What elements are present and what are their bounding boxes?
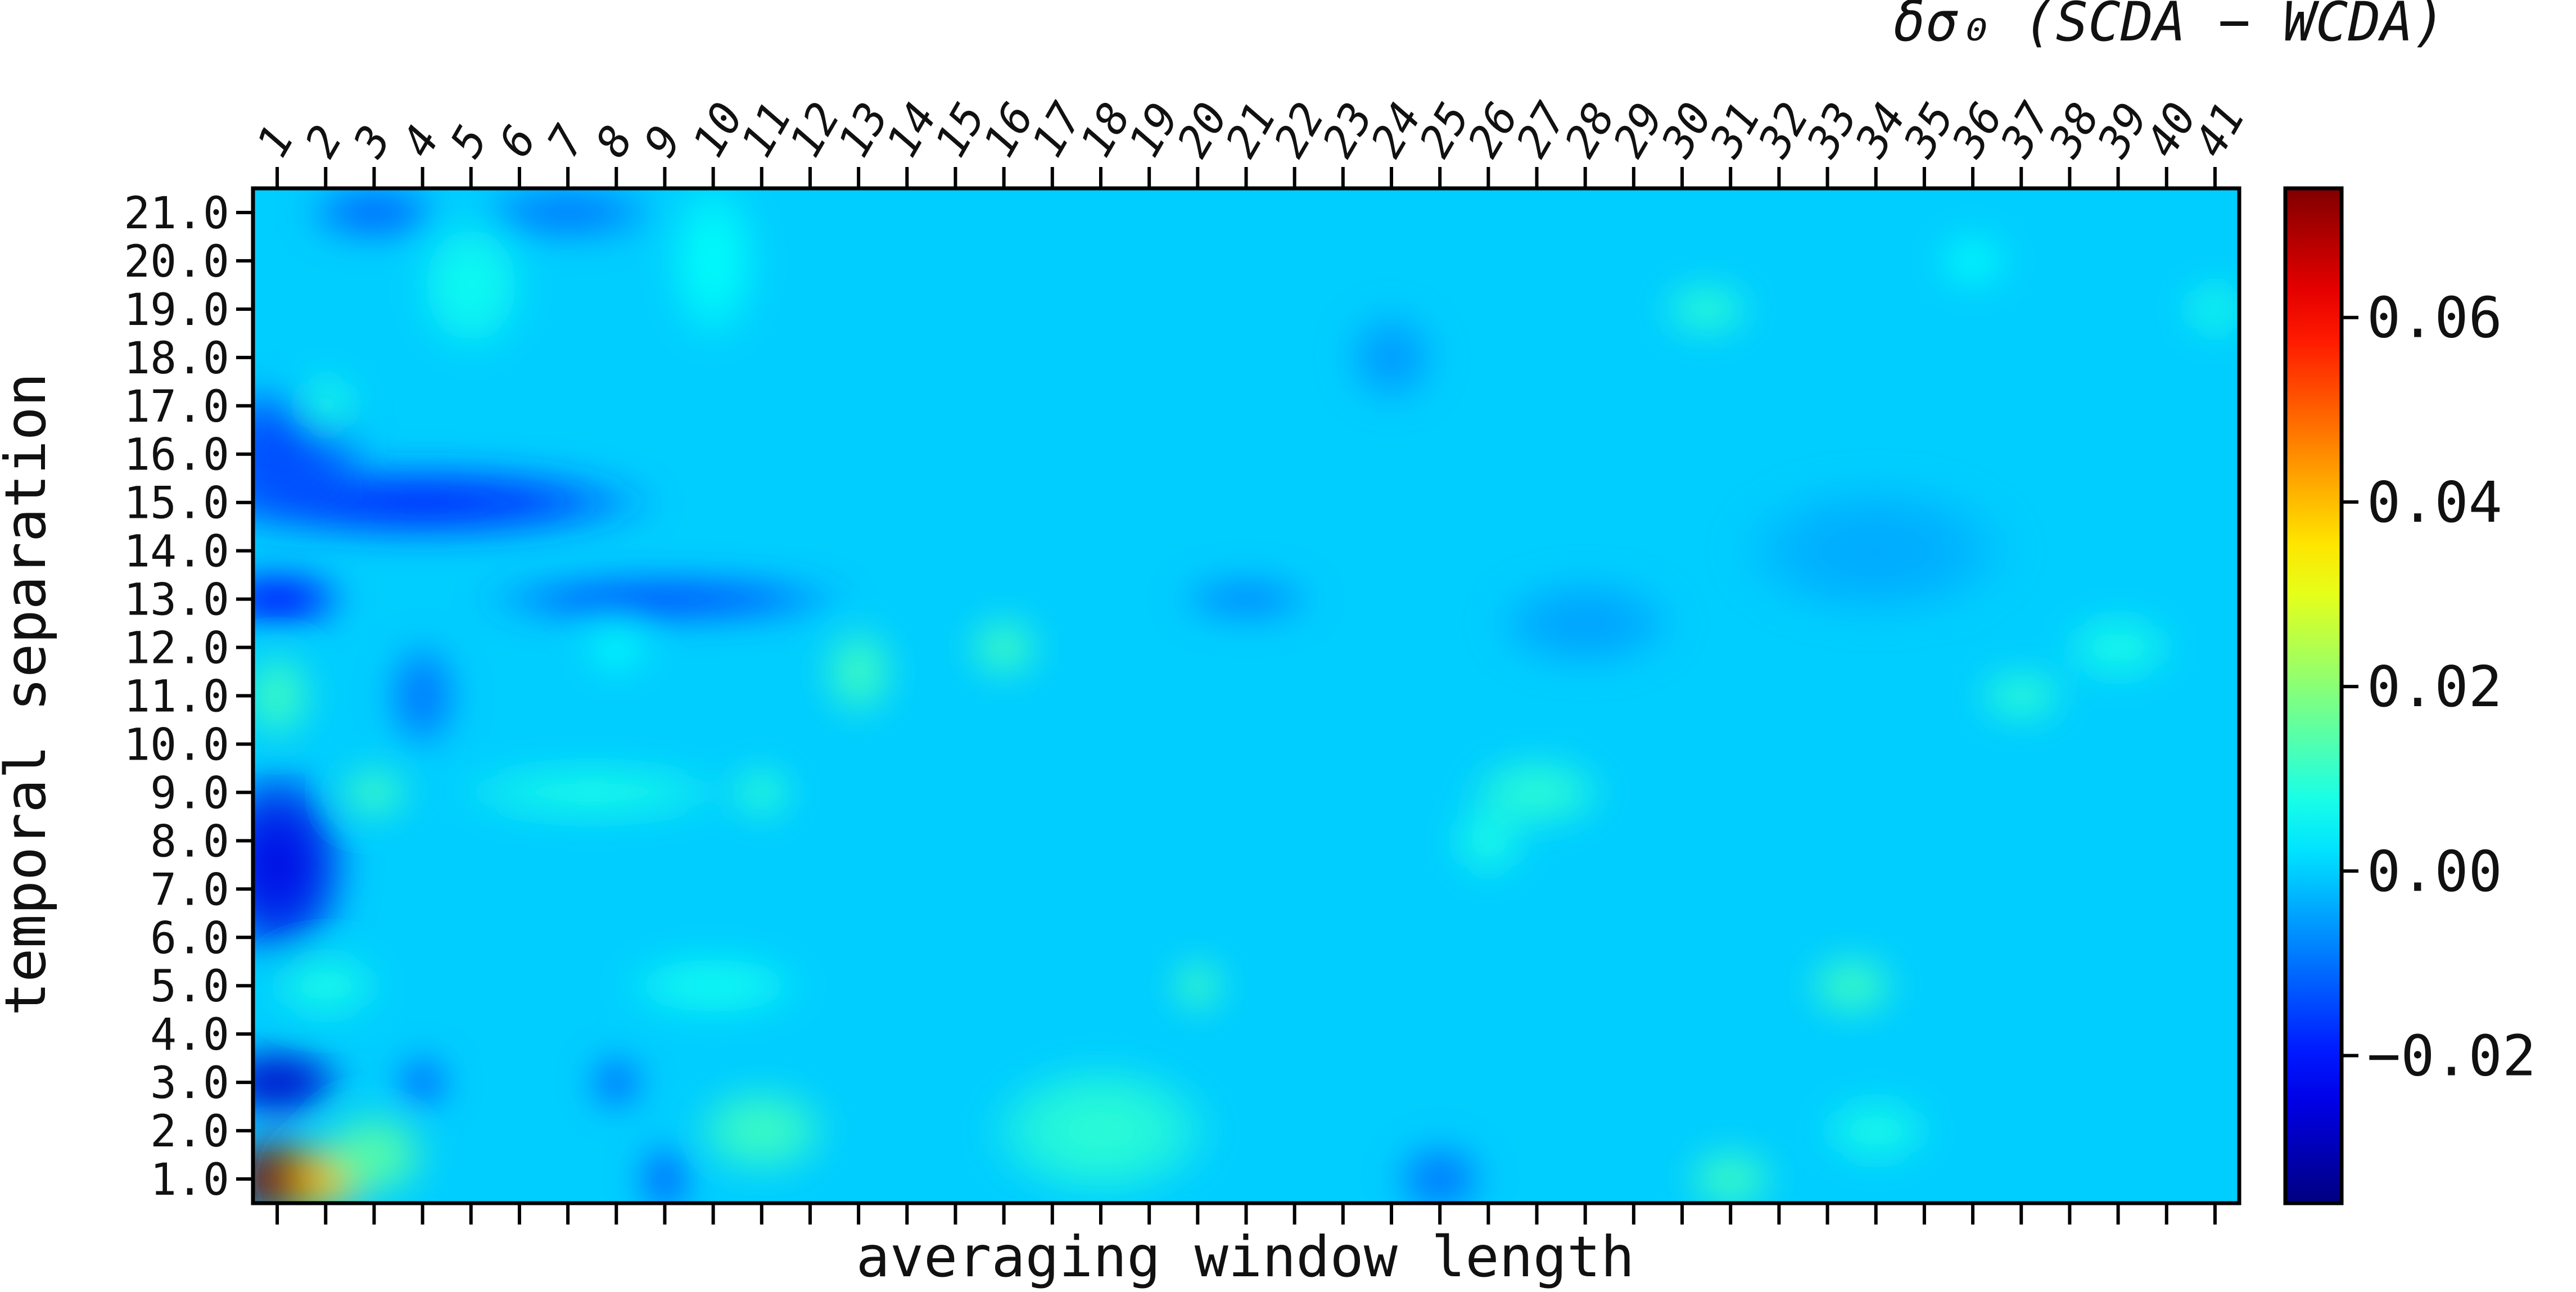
heatmap-cell-cluster — [471, 188, 665, 242]
heatmap-cell-cluster — [587, 1053, 645, 1112]
heatmap-cell-cluster — [1730, 478, 2022, 624]
heatmap-cell-cluster — [413, 212, 530, 358]
y-tick-label: 13.0 — [124, 575, 229, 626]
y-tick-label: 8.0 — [150, 816, 229, 867]
heatmap-cell-cluster — [301, 188, 447, 242]
colorbar-tick-label: 0.00 — [2367, 838, 2502, 904]
x-tick-label: 6 — [489, 118, 546, 166]
heatmap-cell-cluster — [1657, 280, 1755, 338]
heatmap-cell-cluster — [1682, 1145, 1779, 1203]
y-tick-label: 10.0 — [124, 720, 229, 770]
y-tick-label: 3.0 — [150, 1058, 229, 1109]
x-tick-label: 8 — [586, 118, 643, 166]
heatmap-cell-cluster — [965, 613, 1043, 681]
heatmap-cell-cluster — [665, 188, 762, 348]
heatmap-cell-cluster — [1973, 666, 2070, 725]
y-tick-label: 20.0 — [124, 237, 229, 287]
heatmap-cell-cluster — [446, 763, 738, 821]
heatmap-cell-cluster — [253, 758, 355, 972]
x-tick-label: 5 — [441, 118, 498, 166]
heatmap-cell-cluster — [1168, 956, 1227, 1015]
heatmap-cell-cluster — [1803, 952, 1900, 1020]
x-tick-label: 1 — [247, 118, 304, 166]
y-axis-ticks: 1.02.03.04.05.06.07.08.09.010.011.012.01… — [124, 188, 253, 1205]
heatmap-cell-cluster — [1173, 575, 1319, 624]
x-tick-label: 41 — [2185, 94, 2255, 165]
y-tick-label: 7.0 — [150, 865, 229, 915]
heatmap-cell-cluster — [689, 1082, 835, 1180]
colorbar-tick-label: 0.02 — [2367, 654, 2502, 720]
heatmap-cell-cluster — [616, 952, 810, 1020]
heatmap-cell-cluster — [2060, 613, 2176, 681]
heatmap-cell-cluster — [267, 952, 384, 1020]
heatmap-cell-cluster — [253, 570, 350, 629]
colorbar-tick-label: −0.02 — [2367, 1023, 2536, 1088]
x-tick-label: 9 — [635, 118, 692, 166]
heatmap-cell-cluster — [471, 575, 859, 624]
x-tick-label: 7 — [538, 118, 595, 166]
heatmap-cell-cluster — [291, 372, 360, 440]
heatmap-cell-cluster — [1818, 1096, 1935, 1165]
heatmap-cell-cluster — [316, 1106, 432, 1203]
heatmap-cell-cluster — [582, 618, 650, 677]
heatmap-cell-cluster — [1488, 575, 1683, 672]
y-axis-title: temporal separation — [0, 373, 58, 1016]
heatmap-cell-cluster — [253, 647, 317, 744]
y-tick-label: 17.0 — [124, 382, 229, 432]
y-tick-label: 4.0 — [150, 1010, 229, 1060]
y-tick-label: 2.0 — [150, 1106, 229, 1157]
heatmap-cell-cluster — [1449, 802, 1527, 880]
heatmap-cell-cluster — [635, 1140, 694, 1203]
y-tick-label: 14.0 — [124, 527, 229, 577]
heatmap-background — [253, 188, 2239, 1203]
colorbar-tick-label: 0.06 — [2367, 285, 2502, 351]
heatmap-cell-cluster — [253, 1043, 350, 1121]
heatmap-cell-cluster — [1934, 232, 2012, 290]
y-tick-label: 15.0 — [124, 478, 229, 529]
x-tick-label: 2 — [296, 118, 352, 166]
y-tick-label: 1.0 — [150, 1155, 229, 1205]
x-tick-label: 3 — [344, 118, 401, 166]
heatmap-cell-cluster — [1391, 1140, 1489, 1203]
y-tick-label: 21.0 — [124, 188, 229, 239]
colorbar-gradient — [2283, 186, 2344, 1205]
heatmap-cell-cluster — [393, 1053, 452, 1112]
y-tick-label: 5.0 — [150, 961, 229, 1012]
heatmap-cell-cluster — [2181, 280, 2239, 338]
y-tick-label: 6.0 — [150, 913, 229, 964]
chart-title: δσ₀ (SCDA − WCDA) — [1893, 0, 2446, 53]
heatmap-cell-cluster — [383, 638, 462, 754]
x-axis-title: averaging window length — [856, 1224, 1635, 1290]
y-tick-label: 11.0 — [124, 672, 229, 722]
heatmap-plot-area — [251, 186, 2241, 1205]
heatmap-cell-cluster — [1343, 309, 1440, 406]
heatmap-cell-cluster — [335, 763, 413, 821]
y-tick-label: 12.0 — [124, 624, 229, 674]
y-tick-label: 9.0 — [150, 768, 229, 819]
y-tick-label: 19.0 — [124, 285, 229, 336]
heatmap-cell-cluster — [979, 1058, 1222, 1203]
heatmap-cell-cluster — [727, 763, 796, 821]
colorbar: 0.06 0.04 0.02 0.00 −0.02 — [2283, 186, 2536, 1205]
colorbar-tick-label: 0.04 — [2367, 469, 2502, 535]
y-tick-label: 16.0 — [124, 430, 229, 481]
y-tick-label: 18.0 — [124, 333, 229, 384]
x-tick-label: 4 — [392, 118, 449, 166]
heatmap-cell-cluster — [820, 623, 898, 720]
